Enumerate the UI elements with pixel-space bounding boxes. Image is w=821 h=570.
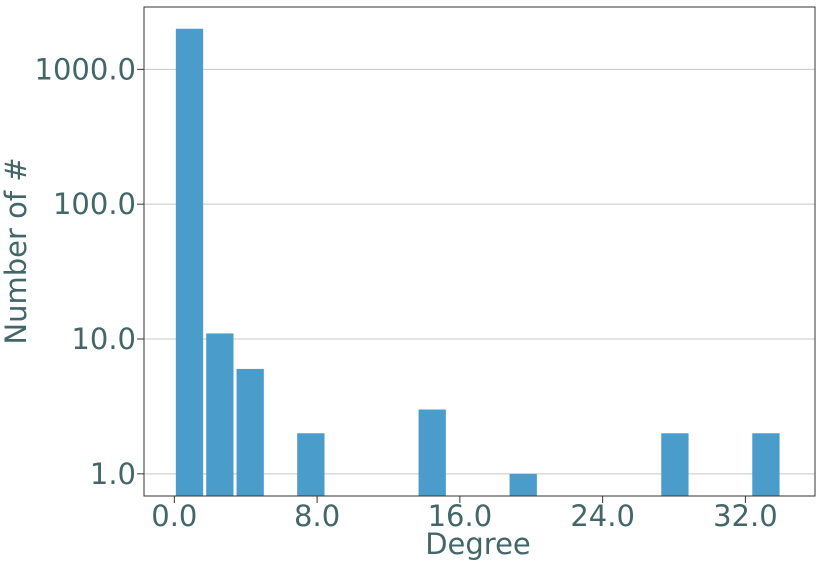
y-tick-label: 1.0 [90,457,136,491]
plot-frame [143,6,816,497]
x-tick-label: 8.0 [294,499,340,533]
x-tick-label: 16.0 [428,499,493,533]
bar [661,433,689,496]
bar [236,368,264,496]
bar [418,409,446,496]
bar [297,433,325,496]
y-tick-label: 10.0 [71,322,136,356]
bar [752,433,780,496]
y-tick-label: 1000.0 [35,52,136,86]
bar [175,28,204,496]
bar [206,333,234,496]
y-axis-label: Number of # [0,157,33,344]
y-tick-label: 100.0 [53,187,136,221]
x-tick-label: 32.0 [713,499,778,533]
x-tick-label: 0.0 [151,499,197,533]
bar [509,473,537,496]
x-axis-label: Degree [425,527,531,561]
x-tick-label: 24.0 [570,499,635,533]
